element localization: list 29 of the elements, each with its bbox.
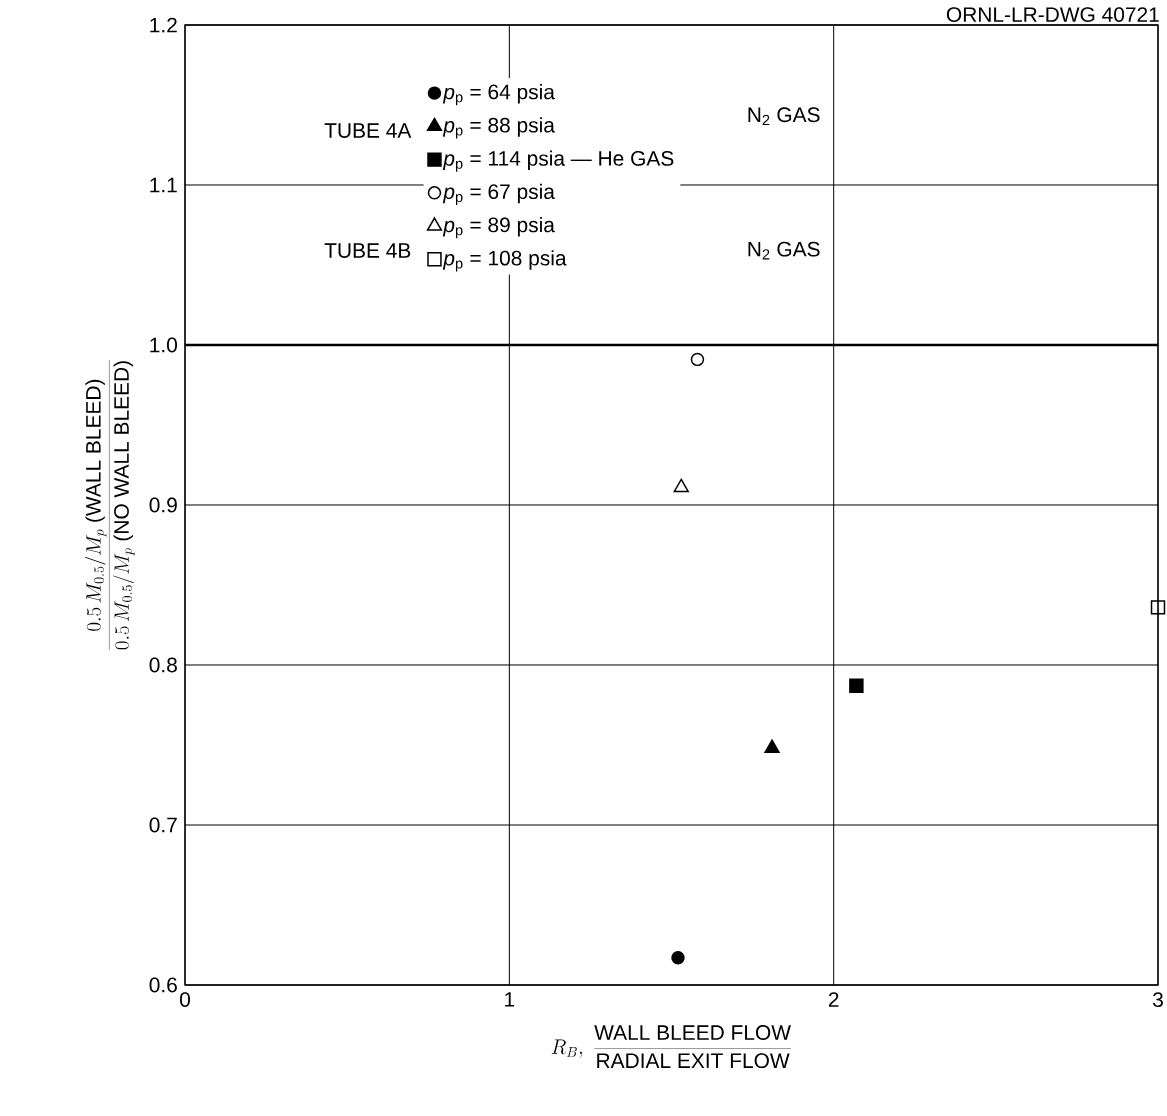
legend-label: p$_{p}$ = 114 psia — He GAS bbox=[442, 150, 674, 172]
x-tick-label: 1 bbox=[505, 992, 515, 1007]
annotation: N$_{2}$ GAS bbox=[748, 107, 820, 126]
legend-label: p$_{p}$ = 64 psia bbox=[442, 83, 555, 106]
legend-label: p$_{p}$ = 89 psia bbox=[442, 216, 555, 239]
y-tick-label: 0.9 bbox=[149, 497, 177, 513]
x-axis-title: $R_{B},\ \frac{\mbox{WALL BLEED FLOW}}{\mbox{RADIAL EXIT FLOW}}$ bbox=[551, 1025, 792, 1069]
y-tick-label: 1.1 bbox=[150, 177, 177, 193]
annotation: TUBE 4A bbox=[324, 123, 412, 138]
y-tick-label: 0.7 bbox=[149, 817, 177, 833]
point bbox=[849, 678, 864, 694]
x-tick-label: 0 bbox=[180, 992, 190, 1007]
legend-label: p$_{p}$ = 67 psia bbox=[442, 183, 555, 205]
y-axis-title: $\frac{0.5\,M_{0.5}/M_{p}\ \mbox{(WALL BLEED)}}{0.5\,M_{0.5}/M_{p}\ \mbox{(NO WALL BLEED)}}$ bbox=[85, 359, 135, 651]
annotation: TUBE 4B bbox=[324, 243, 411, 258]
point bbox=[671, 951, 685, 965]
legend-label: p$_{p}$ = 88 psia bbox=[442, 117, 555, 139]
point bbox=[690, 352, 705, 367]
x-tick-label: 3 bbox=[1152, 992, 1163, 1007]
x-tick-label: 2 bbox=[828, 992, 839, 1007]
legend-label: p$_{p}$ = 108 psia bbox=[442, 250, 567, 272]
point bbox=[1150, 600, 1166, 615]
y-tick-label: 0.8 bbox=[149, 657, 177, 673]
annotation: N$_{2}$ GAS bbox=[748, 241, 820, 260]
point bbox=[673, 478, 689, 493]
y-tick-label: 1.0 bbox=[150, 337, 178, 353]
y-tick-label: 1.2 bbox=[150, 17, 177, 33]
text: ORNL-LR-DWG 40721 bbox=[946, 7, 1159, 22]
y-tick-label: 0.6 bbox=[149, 977, 177, 993]
